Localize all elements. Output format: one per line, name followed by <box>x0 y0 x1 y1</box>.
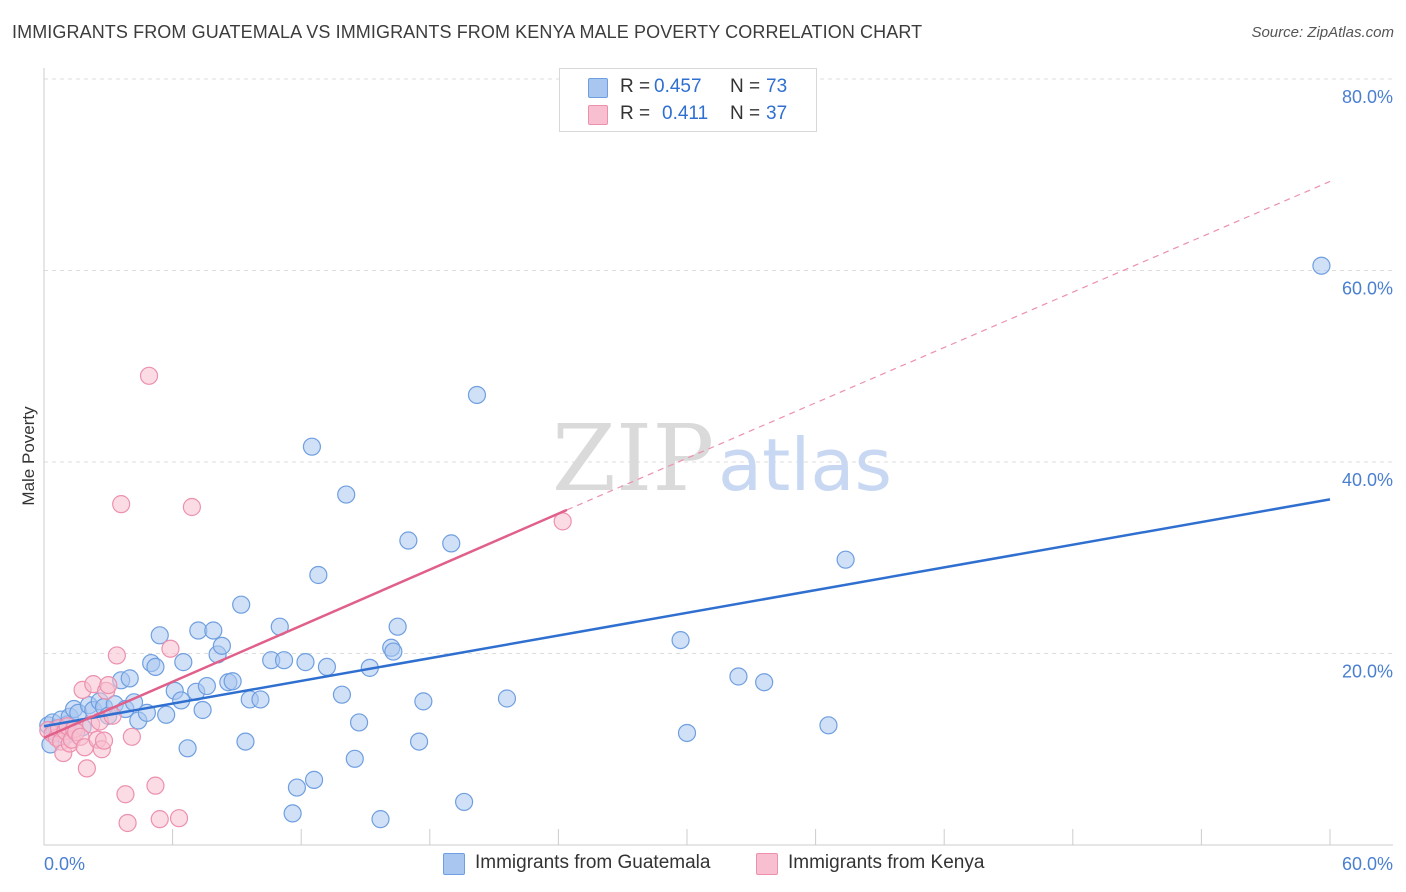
kenya-point-21 <box>94 731 114 750</box>
kenya-point-25 <box>107 646 126 665</box>
source-credit: Source: ZipAtlas.com <box>1251 24 1394 41</box>
guatemala-point-63 <box>388 617 407 636</box>
legend-r-label: R = <box>620 103 651 124</box>
guatemala-point-26 <box>150 626 169 645</box>
guatemala-point-77 <box>1312 256 1331 275</box>
legend-n-label: N = <box>730 76 761 97</box>
legend-n-label: N = <box>730 103 761 124</box>
kenya-point-35 <box>182 497 201 517</box>
legend-swatch-kenya <box>588 105 608 125</box>
legend-row-kenya: R = 0.411 N = 37 <box>560 101 816 127</box>
guatemala-point-49 <box>287 778 307 797</box>
legend-r-value: 0.457 <box>654 76 702 97</box>
chart-title: IMMIGRANTS FROM GUATEMALA VS IMMIGRANTS … <box>12 22 923 42</box>
guatemala-point-50 <box>296 653 315 672</box>
guatemala-point-53 <box>309 565 328 585</box>
guatemala-point-69 <box>467 385 487 405</box>
watermark: ZIP atlas <box>552 405 892 512</box>
guatemala-point-36 <box>204 621 223 640</box>
kenya-point-29 <box>122 727 141 746</box>
guatemala-point-25 <box>146 657 165 677</box>
trend-lines <box>43 180 1331 739</box>
guatemala-point-75 <box>819 716 838 735</box>
guatemala-point-20 <box>120 669 139 688</box>
kenya-point-30 <box>139 366 159 385</box>
guatemala-point-64 <box>399 531 418 550</box>
guatemala-point-56 <box>337 485 356 504</box>
guatemala-point-51 <box>302 437 322 456</box>
kenya-point-28 <box>118 813 137 833</box>
guatemala-point-76 <box>836 550 855 569</box>
guatemala-point-65 <box>409 732 429 751</box>
correlation-legend: R = 0.457 N = 73 R = 0.411 N = 37 <box>559 68 817 132</box>
x-tick-label-60: 60.0% <box>1342 854 1393 874</box>
bottom-legend-swatch-guatemala <box>443 853 465 875</box>
kenya-point-23 <box>99 675 118 695</box>
guatemala-point-62 <box>384 642 403 661</box>
y-tick-label-60: 60.0% <box>1342 279 1393 299</box>
bottom-legend-swatch-kenya <box>756 853 778 875</box>
legend-n-value: 37 <box>766 103 788 124</box>
watermark-zip: ZIP <box>552 405 714 512</box>
kenya-point-32 <box>150 810 169 829</box>
grid-lines <box>44 78 1393 654</box>
guatemala-point-70 <box>497 689 517 708</box>
guatemala-point-52 <box>304 770 324 789</box>
kenya-point-26 <box>112 495 131 514</box>
legend-row-guatemala: R = 0.457 N = 73 <box>560 74 816 100</box>
bottom-legend-label-guatemala: Immigrants from Guatemala <box>475 852 711 873</box>
series-kenya-points <box>39 366 572 833</box>
guatemala-point-55 <box>332 685 352 704</box>
legend-r-value: 0.411 <box>662 103 709 124</box>
y-tick-label-40: 40.0% <box>1342 470 1393 490</box>
kenya-point-33 <box>161 639 180 658</box>
guatemala-point-73 <box>729 667 748 686</box>
guatemala-point-27 <box>157 705 176 724</box>
guatemala-point-34 <box>193 700 212 720</box>
trend-line-guatemala <box>43 498 1331 728</box>
series-guatemala-points <box>39 256 1331 829</box>
guatemala-point-30 <box>174 653 193 672</box>
kenya-point-15 <box>77 759 96 778</box>
guatemala-point-68 <box>454 792 474 812</box>
guatemala-point-72 <box>677 723 697 743</box>
x-tick-label-0: 0.0% <box>44 854 85 874</box>
y-axis-label: Male Poverty <box>19 406 38 506</box>
guatemala-point-44 <box>251 690 270 709</box>
guatemala-point-40 <box>223 672 242 691</box>
legend-swatch-guatemala <box>588 78 608 98</box>
kenya-point-31 <box>146 776 165 795</box>
guatemala-point-47 <box>274 651 294 670</box>
guatemala-point-38 <box>212 636 231 655</box>
y-axis-tick-labels: 20.0% 40.0% 60.0% 80.0% <box>1342 87 1393 682</box>
guatemala-point-58 <box>349 713 369 732</box>
guatemala-point-42 <box>236 732 255 751</box>
trend-line-kenya <box>43 508 568 739</box>
guatemala-point-67 <box>442 534 461 553</box>
guatemala-point-60 <box>371 810 390 829</box>
guatemala-point-41 <box>232 595 251 614</box>
guatemala-point-66 <box>414 692 433 711</box>
x-axis-ticks <box>43 829 1331 845</box>
guatemala-point-35 <box>197 676 216 696</box>
guatemala-point-48 <box>283 804 302 823</box>
kenya-point-34 <box>169 809 189 828</box>
guatemala-point-71 <box>671 630 690 650</box>
legend-n-value: 73 <box>766 76 788 97</box>
kenya-point-27 <box>116 785 135 804</box>
guatemala-point-74 <box>755 673 774 692</box>
trend-extension-kenya <box>566 180 1331 511</box>
guatemala-point-54 <box>317 657 337 677</box>
legend-r-label: R = <box>620 76 651 97</box>
watermark-atlas: atlas <box>718 423 892 507</box>
bottom-legend-label-kenya: Immigrants from Kenya <box>788 852 985 873</box>
y-tick-label-20: 20.0% <box>1342 662 1393 682</box>
guatemala-point-57 <box>345 749 364 768</box>
guatemala-point-31 <box>178 739 197 758</box>
y-tick-label-80: 80.0% <box>1342 87 1393 107</box>
